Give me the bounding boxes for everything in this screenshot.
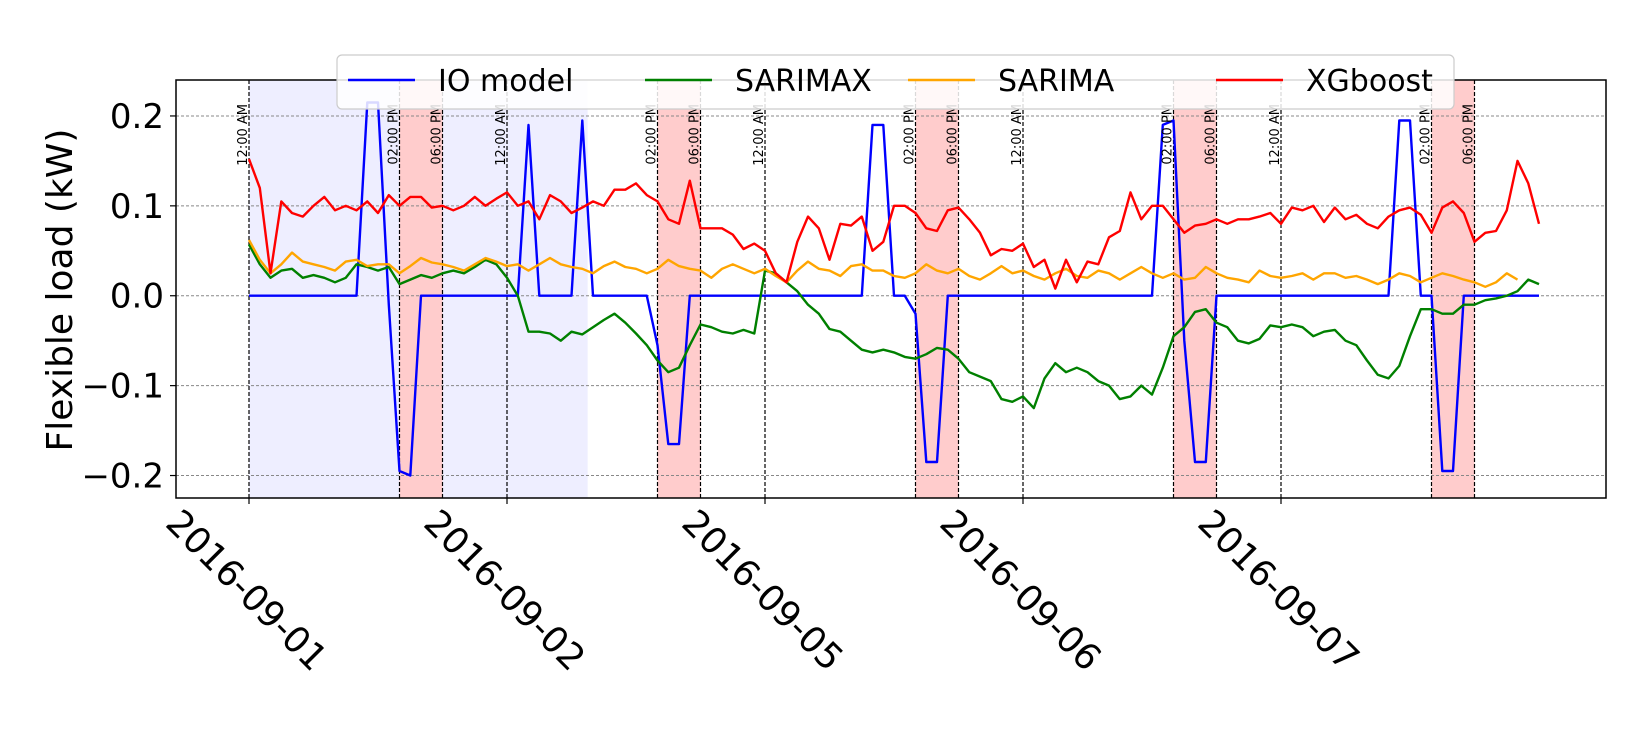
y-axis-label: Flexible load (kW): [40, 129, 81, 452]
midnight-label: 12:00 AM: [1010, 104, 1025, 166]
midnight-label: 12:00 AM: [494, 104, 509, 166]
peak-start-label: 02:00 PM: [1419, 104, 1434, 165]
x-tick-label: 2016-09-02: [416, 502, 593, 679]
midnight-label: 12:00 AM: [1268, 104, 1283, 166]
y-axis-ticks: 0.2 0.1 0.0 −0.1 −0.2: [81, 97, 176, 497]
x-tick-label: 2016-09-05: [674, 502, 851, 679]
annotation-labels: 12:00 AM 02:00 PM 06:00 PM 12:00 AM 02:00 PM…: [236, 104, 1477, 166]
y-tick-label: 0.0: [110, 277, 164, 317]
peak-start-label: 02:00 PM: [903, 104, 918, 165]
midnight-label: 12:00 AM: [752, 104, 767, 166]
peak-end-label: 06:00 PM: [688, 104, 703, 165]
legend-label-sarima: SARIMA: [998, 64, 1115, 99]
series-line-sarima: [247, 239, 1519, 288]
y-tick-label: −0.2: [81, 457, 164, 497]
y-tick-label: −0.1: [81, 367, 164, 407]
legend-label-sarimax: SARIMAX: [735, 64, 872, 99]
legend-label-io-model: IO model: [438, 64, 573, 99]
peak-start-label: 02:00 PM: [387, 104, 402, 165]
annotation-lines: [248, 80, 1476, 498]
legend: IO model SARIMAX SARIMA XGboost: [336, 54, 1455, 110]
legend-box: [336, 54, 1455, 110]
x-tick-label: 2016-09-06: [932, 502, 1109, 679]
peak-start-label: 02:00 PM: [1161, 104, 1176, 165]
midnight-label: 12:00 AM: [236, 104, 251, 166]
series-line-xgboost: [247, 158, 1541, 290]
peak-end-label: 06:00 PM: [430, 104, 445, 165]
y-tick-label: 0.2: [110, 97, 164, 137]
series-line-io-model: [249, 101, 1539, 477]
peak-end-label: 06:00 PM: [1462, 104, 1477, 165]
peak-end-label: 06:00 PM: [1204, 104, 1219, 165]
y-tick-label: 0.1: [110, 187, 164, 227]
x-tick-label: 2016-09-01: [158, 502, 335, 679]
x-tick-label: 2016-09-07: [1190, 502, 1367, 679]
peak-region: [399, 80, 443, 498]
legend-label-xgboost: XGboost: [1306, 64, 1433, 99]
peak-end-label: 06:00 PM: [946, 104, 961, 165]
series-line-sarimax: [247, 243, 1540, 410]
series-lines: [247, 101, 1541, 477]
x-axis-ticks: 2016-09-01 2016-09-02 2016-09-05 2016-09-06…: [158, 498, 1367, 679]
peak-start-label: 02:00 PM: [645, 104, 660, 165]
